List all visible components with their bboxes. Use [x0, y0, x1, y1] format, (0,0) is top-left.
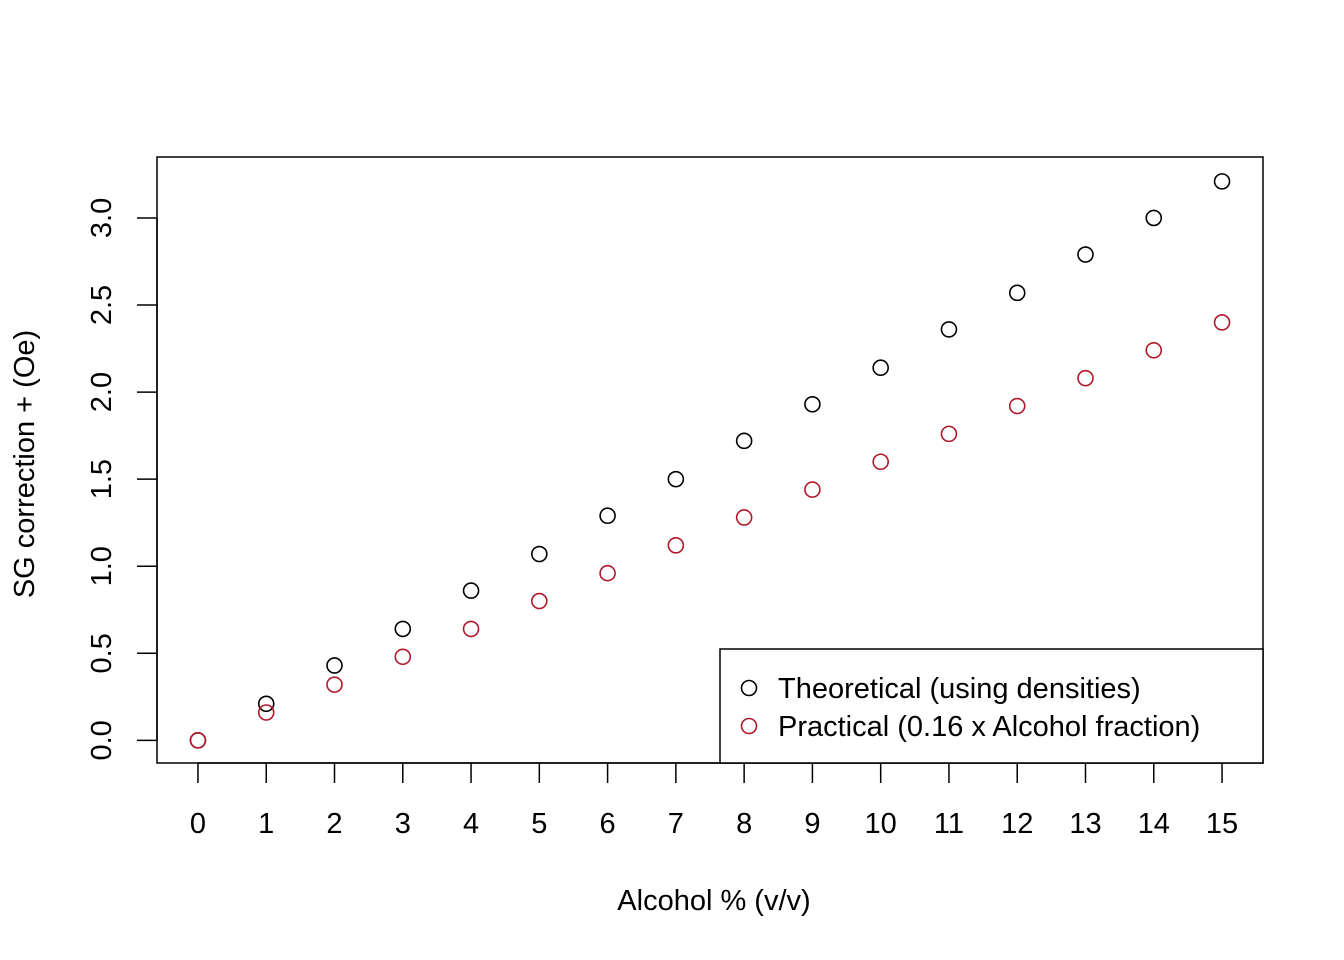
x-tick-label: 10 — [865, 808, 897, 840]
data-point-series-2 — [940, 425, 958, 443]
y-tick-label: 1.5 — [86, 459, 118, 499]
data-point-series-1 — [1213, 173, 1231, 190]
data-point-series-2 — [1145, 341, 1163, 359]
y-tick-label: 2.0 — [86, 372, 118, 412]
data-points — [189, 173, 1231, 749]
legend: Theoretical (using densities) Practical (… — [719, 648, 1264, 764]
x-tick-label: 0 — [190, 808, 206, 840]
y-tick-label: 2.5 — [86, 285, 118, 325]
x-tick-label: 12 — [1001, 808, 1033, 840]
data-point-series-1 — [462, 582, 480, 599]
data-point-series-1 — [1145, 209, 1163, 227]
legend-marker-series-1 — [740, 679, 758, 697]
data-point-series-2 — [1008, 397, 1026, 415]
x-tick-label: 15 — [1206, 808, 1238, 840]
x-tick-label: 5 — [531, 808, 547, 840]
data-point-series-2 — [394, 648, 412, 666]
data-point-series-1 — [735, 432, 753, 450]
legend-label-series-2: Practical (0.16 x Alcohol fraction) — [778, 711, 1200, 743]
data-point-series-2 — [326, 676, 343, 693]
x-tick-label: 1 — [258, 808, 274, 840]
data-point-series-1 — [326, 657, 343, 674]
x-tick-label: 9 — [804, 808, 820, 840]
data-point-series-2 — [1077, 369, 1094, 387]
data-point-series-1 — [1008, 284, 1026, 302]
x-tick-label: 13 — [1069, 808, 1101, 840]
data-point-series-1 — [1077, 246, 1094, 263]
data-point-series-1 — [531, 545, 548, 563]
x-tick-label: 3 — [395, 808, 411, 840]
data-point-series-1 — [599, 507, 616, 525]
x-tick-label: 8 — [736, 808, 752, 840]
y-tick-label: 0.5 — [86, 633, 118, 673]
x-tick-label: 6 — [600, 808, 616, 840]
data-point-series-2 — [257, 704, 275, 721]
y-axis-label: SG correction + (Oe) — [9, 330, 41, 598]
x-tick-label: 11 — [934, 808, 964, 840]
data-point-series-2 — [667, 537, 685, 554]
y-tick-label: 3.0 — [86, 198, 118, 238]
data-point-series-2 — [735, 509, 753, 526]
data-point-series-1 — [257, 695, 275, 713]
data-point-series-1 — [394, 620, 412, 638]
y-axis: 0.0 0.5 1.0 1.5 2.0 2.5 3.0 — [86, 198, 158, 761]
x-tick-label: 2 — [326, 808, 342, 840]
legend-box — [719, 648, 1264, 764]
data-point-series-1 — [872, 359, 889, 377]
data-point-series-2 — [872, 453, 889, 471]
y-tick-label: 0.0 — [86, 720, 118, 760]
x-axis: 0 1 2 3 4 5 6 7 8 9 10 11 12 13 14 15 — [190, 762, 1238, 840]
data-point-series-2 — [462, 620, 480, 638]
data-point-series-2 — [1213, 314, 1231, 331]
data-point-series-1 — [667, 470, 685, 488]
x-tick-label: 14 — [1138, 808, 1170, 840]
data-point-series-1 — [804, 395, 821, 413]
data-point-series-1 — [940, 321, 958, 338]
legend-label-series-1: Theoretical (using densities) — [778, 673, 1141, 705]
x-axis-label: Alcohol % (v/v) — [617, 885, 810, 917]
data-point-series-2 — [531, 592, 548, 610]
data-point-series-2 — [599, 564, 616, 582]
data-point-series-2 — [189, 732, 207, 749]
legend-marker-series-2 — [740, 717, 758, 735]
x-tick-label: 7 — [668, 808, 684, 840]
y-tick-label: 1.0 — [86, 546, 118, 586]
x-tick-label: 4 — [463, 808, 479, 840]
data-point-series-2 — [804, 481, 821, 498]
